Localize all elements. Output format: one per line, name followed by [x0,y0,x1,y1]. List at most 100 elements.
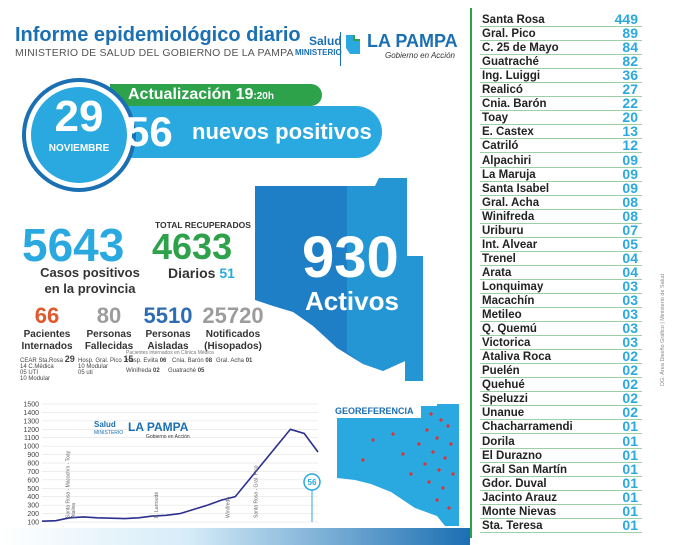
localidad-name: Winifreda [482,210,535,223]
chart-annotation: Winifreda [226,497,232,518]
localidad-row: Lonquimay 03 [480,277,642,294]
clinica-item-label: Cnia. Barón [172,358,204,364]
localidad-value: 13 [622,123,638,140]
stat-label-1: Notificados [205,329,261,340]
clinica-item: Cnia. Barón 08 [172,358,212,364]
localidad-row: Alpachiri 09 [480,152,642,168]
localidad-name: Gral. Acha [482,196,540,209]
chart-y-tick-label: 1100 [24,435,39,442]
chart-y-tick-label: 1000 [23,444,39,451]
localidad-name: Puelén [482,365,520,378]
clinica-item: Winifreda 02 [126,368,160,374]
localidad-row: Gral San Martín 01 [480,460,642,477]
chart-annotation: Santa Rosa - Macachín - Toay [66,450,72,518]
localidad-value: 08 [622,193,638,210]
footer-bar [0,528,470,545]
localidad-row: La Maruja 09 [480,165,642,182]
localidad-value: 09 [622,165,638,182]
chart-annotation: Santa Rosa - Gral. Pico [253,465,259,518]
localidad-name: Santa Rosa [482,14,545,26]
localidad-row: Gdor. Duval 01 [480,475,642,491]
chart-ministerio-logo: MINISTERIO [94,430,124,436]
localidad-name: Santa Isabel [482,182,550,195]
localidad-row: Q. Quemú 03 [480,320,642,337]
diarios-label: Diarios [168,265,216,281]
pico-row-label: uti [86,370,93,376]
page-subtitle: MINISTERIO DE SALUD DEL GOBIERNO DE LA P… [15,47,294,59]
localidad-row: Jacinto Arauz 01 [480,489,642,505]
stat-value: 5510 [143,303,193,328]
localidad-name: Gdor. Duval [482,477,547,490]
province-map [255,178,423,381]
stat-fallecidas: 80 Personas Fallecidas [80,303,138,353]
localidad-row: Winifreda 08 [480,208,642,224]
localidad-value: 02 [622,404,638,421]
localidad-row: Santa Isabel 09 [480,180,642,196]
localidad-value: 01 [622,502,638,519]
casos-label-line1: Casos positivos [40,265,140,280]
chart-y-tick-label: 400 [27,494,39,501]
cear-row-label: UTI [28,370,39,376]
cear-row-value: 05 [20,370,27,376]
localidad-value: 03 [622,292,638,308]
chart-y-tick-label: 1200 [23,427,39,434]
localidad-row: Metileo 03 [480,306,642,323]
chart-y-tick-label: 600 [27,477,39,484]
chart-y-tick-label: 1400 [23,410,39,417]
localidad-value: 04 [622,249,638,266]
clinica-item-label: Gral. Acha [216,358,245,364]
localidad-row: Uriburu 07 [480,222,642,238]
localidad-row: Int. Alvear 05 [480,235,642,252]
localidad-row: Ing. Luiggi 36 [480,67,642,84]
localidad-value: 01 [622,516,638,533]
localidad-name: Speluzzi [482,393,529,406]
localidad-name: Guatraché [482,56,539,69]
localidad-value: 02 [622,348,638,365]
gobierno-accion-text: Gobierno en Acción [385,51,455,60]
localidad-name: Alpachiri [482,154,532,167]
localidad-row: Toay 20 [480,109,642,126]
chart-annotation: Ataliva [71,503,77,518]
localidad-value: 01 [622,432,638,449]
clinica-item: Hosp. Eviita 06 [126,358,166,364]
cear-row: 05 UTI [20,370,75,376]
localidad-name: Catriló [482,140,519,153]
pico-row-label: Modular [86,364,109,370]
localidad-value: 05 [622,235,638,252]
localidad-row: Gral. Acha 08 [480,193,642,210]
chart-y-tick-label: 800 [27,461,39,468]
localidad-name: Monte Nievas [482,505,557,518]
localidad-name: Quehué [482,379,525,392]
chart-last-value-badge [303,473,321,491]
new-positives-band [100,106,382,158]
localidad-value: 22 [622,95,638,112]
stat-internados: 66 Pacientes Internados [18,303,76,353]
stat-label-2: Internados [21,341,73,352]
stat-label-2: Aisladas [147,341,189,352]
clinica-item-label: Guatraché [168,368,197,374]
date-circle [26,82,132,188]
cear-row: 14 C.Médica [20,364,75,370]
casos-label-line2: en la provincia [44,281,136,296]
recuperados-title: TOTAL RECUPERADOS [155,220,251,230]
date-month: NOVIEMBRE [48,143,110,154]
localidad-value: 02 [622,376,638,393]
cear-value: 29 [64,354,75,364]
clinica-item-value: 06 [159,358,167,364]
localidad-name: Gral San Martín [482,463,567,476]
localidad-value: 03 [622,277,638,294]
la-pampa-map-icon [346,35,360,54]
localidad-row: Unanue 02 [480,404,642,421]
design-credit: DG: Área Diseño Gráfico | Ministerio de … [660,273,666,386]
pico-row-value: 10 [78,364,85,370]
chart-y-tick-label: 100 [27,520,39,527]
localidad-name: Arata [482,266,512,279]
pico-row: 10 Modular [78,364,133,370]
chart-y-tick-label: 200 [27,511,39,518]
clinica-item-value: 08 [205,358,213,364]
localidad-value: 01 [622,460,638,477]
la-pampa-logo: LA PAMPA [367,31,458,51]
casos-label: Casos positivos en la provincia [30,265,150,297]
stat-label-2: Fallecidas [84,341,134,352]
localidad-row: El Durazno 01 [480,447,642,463]
